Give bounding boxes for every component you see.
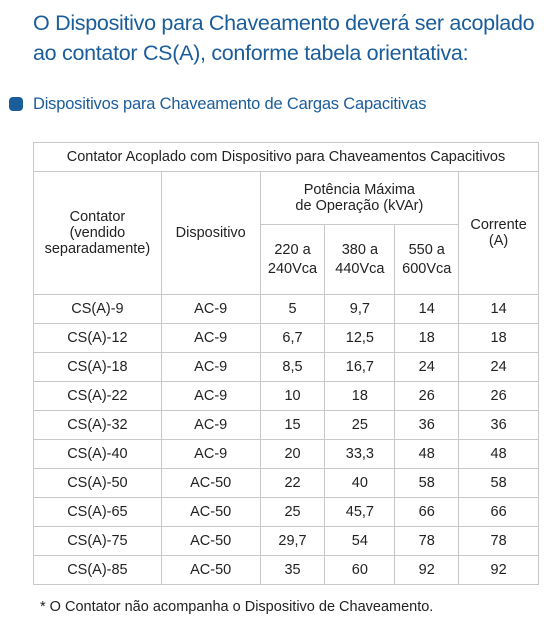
table-cell: 78 bbox=[394, 526, 460, 556]
table-cell: CS(A)-40 bbox=[33, 439, 162, 469]
table-cell: 66 bbox=[458, 497, 539, 527]
table-cell: AC-9 bbox=[160, 410, 261, 440]
table-cell: 36 bbox=[458, 410, 539, 440]
table-row: CS(A)-40 AC-9 20 33,3 48 48 bbox=[33, 439, 539, 469]
intro-text: O Dispositivo para Chaveamento deverá se… bbox=[33, 11, 535, 65]
header-voltage-220: 220 a 240Vca bbox=[259, 224, 326, 295]
table-cell: AC-9 bbox=[160, 323, 261, 353]
table-cell: 25 bbox=[324, 410, 396, 440]
table-row: CS(A)-9 AC-9 5 9,7 14 14 bbox=[33, 294, 539, 324]
table-cell: 36 bbox=[394, 410, 460, 440]
header-voltage-550: 550 a 600Vca bbox=[394, 224, 460, 295]
footnote: * O Contator não acompanha o Dispositivo… bbox=[40, 599, 434, 615]
table-cell: 24 bbox=[394, 352, 460, 382]
header-voltage-380: 380 a 440Vca bbox=[324, 224, 396, 295]
table-cell: AC-9 bbox=[160, 352, 261, 382]
table-row: CS(A)-22 AC-9 10 18 26 26 bbox=[33, 381, 539, 411]
section-heading: Dispositivos para Chaveamento de Cargas … bbox=[9, 92, 427, 116]
table-cell: 40 bbox=[324, 468, 396, 498]
table-title: Contator Acoplado com Dispositivo para C… bbox=[33, 142, 539, 172]
table-cell: 66 bbox=[394, 497, 460, 527]
table-cell: 5 bbox=[259, 294, 326, 324]
table-cell: 6,7 bbox=[259, 323, 326, 353]
table-row: CS(A)-18 AC-9 8,5 16,7 24 24 bbox=[33, 352, 539, 382]
table-cell: AC-9 bbox=[160, 381, 261, 411]
header-contator: Contator (vendido separadamente) bbox=[33, 171, 162, 295]
table-cell: CS(A)-50 bbox=[33, 468, 162, 498]
table-row: CS(A)-75 AC-50 29,7 54 78 78 bbox=[33, 526, 539, 556]
table-cell: 54 bbox=[324, 526, 396, 556]
table-cell: 18 bbox=[394, 323, 460, 353]
header-corrente: Corrente (A) bbox=[458, 171, 539, 295]
table-cell: 58 bbox=[458, 468, 539, 498]
table-cell: 60 bbox=[324, 555, 396, 585]
table-cell: 48 bbox=[458, 439, 539, 469]
table-cell: 92 bbox=[394, 555, 460, 585]
table-cell: 33,3 bbox=[324, 439, 396, 469]
table-cell: CS(A)-85 bbox=[33, 555, 162, 585]
table-cell: 9,7 bbox=[324, 294, 396, 324]
table-cell: CS(A)-65 bbox=[33, 497, 162, 527]
table-cell: 18 bbox=[324, 381, 396, 411]
table-cell: 12,5 bbox=[324, 323, 396, 353]
table-row: CS(A)-85 AC-50 35 60 92 92 bbox=[33, 555, 539, 585]
table-cell: 58 bbox=[394, 468, 460, 498]
table-cell: CS(A)-9 bbox=[33, 294, 162, 324]
table-cell: 78 bbox=[458, 526, 539, 556]
table-cell: 18 bbox=[458, 323, 539, 353]
table-cell: AC-50 bbox=[160, 555, 261, 585]
table-cell: 24 bbox=[458, 352, 539, 382]
header-dispositivo: Dispositivo bbox=[160, 171, 261, 295]
table-cell: AC-50 bbox=[160, 468, 261, 498]
table-cell: 10 bbox=[259, 381, 326, 411]
table-cell: 25 bbox=[259, 497, 326, 527]
table-row: CS(A)-50 AC-50 22 40 58 58 bbox=[33, 468, 539, 498]
table-cell: AC-50 bbox=[160, 497, 261, 527]
table-cell: AC-50 bbox=[160, 526, 261, 556]
table-cell: CS(A)-75 bbox=[33, 526, 162, 556]
table-cell: 35 bbox=[259, 555, 326, 585]
table-row: CS(A)-32 AC-9 15 25 36 36 bbox=[33, 410, 539, 440]
table-cell: CS(A)-22 bbox=[33, 381, 162, 411]
table-cell: CS(A)-18 bbox=[33, 352, 162, 382]
table-cell: 16,7 bbox=[324, 352, 396, 382]
table-cell: 14 bbox=[394, 294, 460, 324]
table-cell: 15 bbox=[259, 410, 326, 440]
table-row: CS(A)-12 AC-9 6,7 12,5 18 18 bbox=[33, 323, 539, 353]
capacitor-switching-table: Contator Acoplado com Dispositivo para C… bbox=[33, 142, 539, 585]
table-cell: 8,5 bbox=[259, 352, 326, 382]
table-cell: 92 bbox=[458, 555, 539, 585]
table-cell: AC-9 bbox=[160, 439, 261, 469]
section-heading-label: Dispositivos para Chaveamento de Cargas … bbox=[33, 94, 427, 113]
table-cell: 26 bbox=[458, 381, 539, 411]
table-cell: CS(A)-32 bbox=[33, 410, 162, 440]
table-cell: CS(A)-12 bbox=[33, 323, 162, 353]
table-cell: 20 bbox=[259, 439, 326, 469]
table-cell: 29,7 bbox=[259, 526, 326, 556]
square-bullet-icon bbox=[9, 97, 23, 111]
table-cell: 45,7 bbox=[324, 497, 396, 527]
table-cell: AC-9 bbox=[160, 294, 261, 324]
header-potencia: Potência Máxima de Operação (kVAr) bbox=[259, 171, 460, 225]
table-cell: 22 bbox=[259, 468, 326, 498]
table-cell: 48 bbox=[394, 439, 460, 469]
table-cell: 14 bbox=[458, 294, 539, 324]
table-cell: 26 bbox=[394, 381, 460, 411]
table-row: CS(A)-65 AC-50 25 45,7 66 66 bbox=[33, 497, 539, 527]
